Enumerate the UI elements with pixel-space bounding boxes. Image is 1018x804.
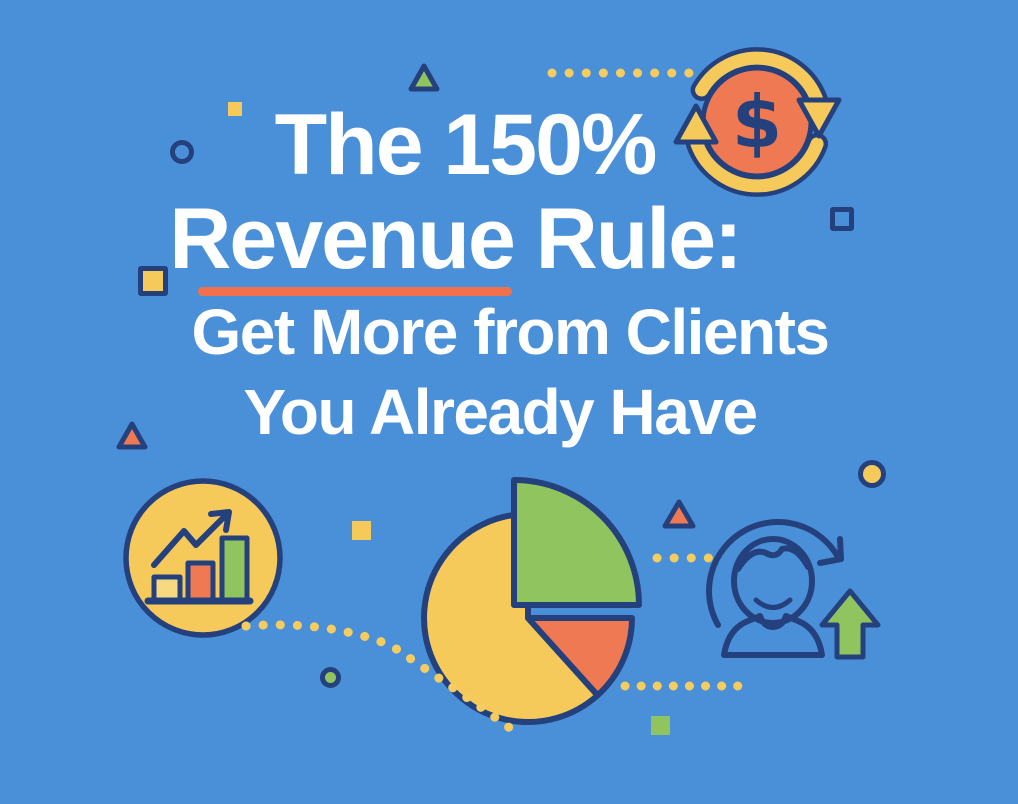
title-line-4: You Already Have <box>243 376 758 448</box>
up-arrow-icon <box>819 588 881 660</box>
triangle-green-icon <box>408 63 440 92</box>
bar-small <box>151 574 183 604</box>
person-head <box>731 536 815 626</box>
bar-tall <box>219 535 250 604</box>
circle-yellow-icon <box>858 460 886 488</box>
cycle-arc-icon <box>706 519 841 628</box>
square-green-icon <box>651 716 670 735</box>
pie-chart-icon <box>421 477 642 725</box>
title-underline-accent <box>198 287 512 296</box>
growth-chart-icon <box>123 478 283 638</box>
trend-arrow-icon <box>151 512 229 568</box>
square-outline-navy-icon <box>830 207 854 231</box>
title-line-2: Revenue Rule: <box>169 191 742 287</box>
money-cycle-icon: $ <box>673 47 842 197</box>
triangle-orange-right-icon <box>662 499 696 529</box>
pie-slice-green-exploded <box>511 477 642 608</box>
person-torso <box>721 613 825 658</box>
person-smile <box>753 597 793 610</box>
dollar-sign: $ <box>732 80 782 164</box>
title-line-1: The 150% <box>274 97 658 193</box>
square-yellow-small-icon <box>228 102 242 116</box>
triangle-orange-left-icon <box>116 421 148 450</box>
title-line-3: Get More from Clients <box>191 296 830 368</box>
cycle-arrow-down-icon <box>796 97 842 139</box>
cycle-arrow-up-icon <box>673 103 719 145</box>
pie-slice-orange <box>525 615 635 699</box>
circle-green-icon <box>320 667 341 688</box>
bar-medium <box>185 560 216 604</box>
client-growth-icon <box>706 519 881 660</box>
circle-outline-navy-icon <box>170 140 194 164</box>
square-yellow-small2-icon <box>352 521 371 540</box>
square-yellow-outlined-icon <box>138 266 168 296</box>
